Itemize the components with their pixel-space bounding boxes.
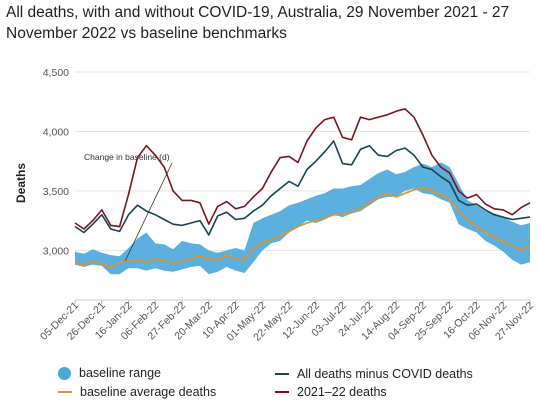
series-all-minus-covid: [74, 140, 531, 236]
y-tick-label: 3,000: [43, 245, 69, 257]
y-tick-label: 4,000: [43, 126, 69, 138]
legend-label-2021-22-deaths: 2021–22 deaths: [297, 385, 387, 399]
baseline-range-area: [75, 162, 530, 275]
legend-item-baseline-range[interactable]: baseline range: [58, 366, 161, 380]
y-tick-label: 3,500: [43, 186, 69, 198]
legend-label-all-minus-covid: All deaths minus COVID deaths: [297, 367, 473, 381]
legend-item-all-minus-covid[interactable]: All deaths minus COVID deaths: [275, 367, 473, 381]
series-lines: [74, 108, 531, 268]
annotation-pointer: [124, 162, 173, 261]
annotation-label: Change in baseline (d): [84, 152, 170, 162]
legend-label-baseline-range: baseline range: [79, 366, 162, 380]
legend-swatch-baseline-average: [58, 391, 72, 393]
legend-label-baseline-average: baseline average deaths: [80, 385, 217, 399]
legend-swatch-baseline-range: [58, 366, 71, 380]
series-baseline-range: [75, 162, 530, 275]
series-baseline-average: [74, 186, 531, 268]
series-2021-22-deaths: [74, 108, 531, 230]
legend-item-2021-22-deaths[interactable]: 2021–22 deaths: [275, 385, 387, 399]
legend-swatch-2021-22-deaths: [275, 391, 289, 393]
y-axis-label: Deaths: [14, 163, 28, 203]
chart-title: All deaths, with and without COVID-19, A…: [6, 4, 510, 42]
legend-item-baseline-average[interactable]: baseline average deaths: [58, 385, 216, 399]
annotations: Change in baseline (d): [84, 152, 173, 261]
legend-swatch-all-minus-covid: [275, 373, 289, 375]
y-tick-label: 4,500: [43, 67, 69, 79]
